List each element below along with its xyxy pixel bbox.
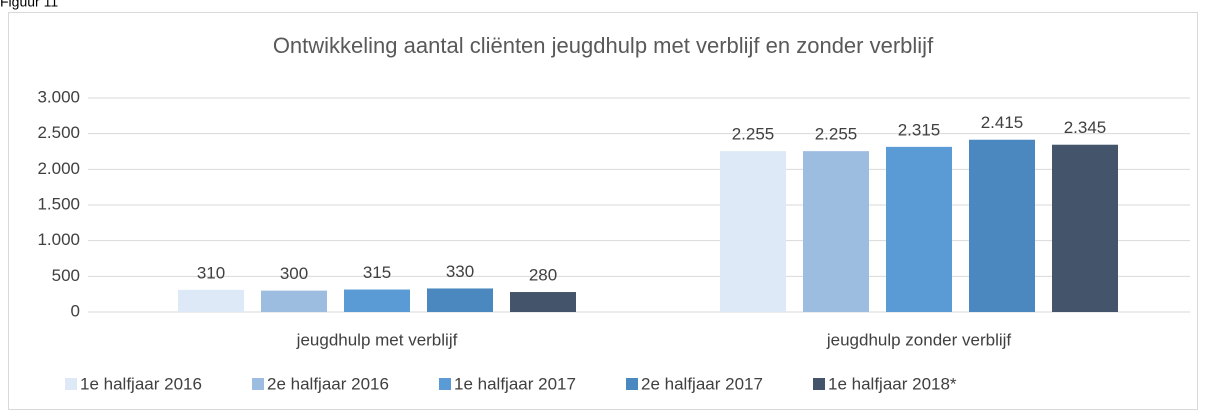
legend-swatch bbox=[252, 378, 264, 390]
data-label: 300 bbox=[280, 264, 308, 283]
y-tick-label: 2.000 bbox=[37, 159, 80, 178]
y-tick-label: 1.000 bbox=[37, 230, 80, 249]
data-label: 2.415 bbox=[981, 113, 1024, 132]
data-label: 315 bbox=[363, 263, 391, 282]
data-label: 2.255 bbox=[732, 125, 775, 144]
data-label: 2.315 bbox=[898, 120, 941, 139]
bar bbox=[720, 151, 786, 312]
chart-border bbox=[8, 12, 1198, 410]
y-tick-label: 2.500 bbox=[37, 123, 80, 142]
data-label: 330 bbox=[446, 262, 474, 281]
bar bbox=[344, 289, 410, 312]
bar bbox=[427, 288, 493, 312]
legend-swatch bbox=[813, 378, 825, 390]
legend-label: 1e halfjaar 2017 bbox=[454, 374, 576, 393]
legend-swatch bbox=[439, 378, 451, 390]
bar bbox=[178, 289, 244, 312]
data-label: 280 bbox=[529, 266, 557, 285]
legend-swatch bbox=[65, 378, 77, 390]
legend-label: 1e halfjaar 2018* bbox=[828, 374, 957, 393]
x-tick-label: jeugdhulp zonder verblijf bbox=[826, 330, 1012, 349]
data-label: 2.255 bbox=[815, 125, 858, 144]
bar bbox=[1052, 144, 1118, 312]
legend-label: 1e halfjaar 2016 bbox=[80, 374, 202, 393]
bar bbox=[969, 139, 1035, 312]
chart-title: Ontwikkeling aantal cliënten jeugdhulp m… bbox=[273, 33, 934, 58]
bar bbox=[261, 290, 327, 312]
legend-swatch bbox=[626, 378, 638, 390]
bar bbox=[510, 292, 576, 312]
bar bbox=[803, 151, 869, 312]
legend-label: 2e halfjaar 2016 bbox=[267, 374, 389, 393]
x-tick-label: jeugdhulp met verblijf bbox=[296, 330, 458, 349]
data-label: 310 bbox=[197, 263, 225, 282]
y-tick-label: 0 bbox=[71, 301, 80, 320]
y-tick-label: 3.000 bbox=[37, 87, 80, 106]
bar bbox=[886, 146, 952, 312]
data-label: 2.345 bbox=[1064, 118, 1107, 137]
y-tick-label: 1.500 bbox=[37, 194, 80, 213]
y-tick-label: 500 bbox=[52, 266, 80, 285]
legend-label: 2e halfjaar 2017 bbox=[641, 374, 763, 393]
figure-label: Figuur 11 bbox=[0, 0, 58, 10]
